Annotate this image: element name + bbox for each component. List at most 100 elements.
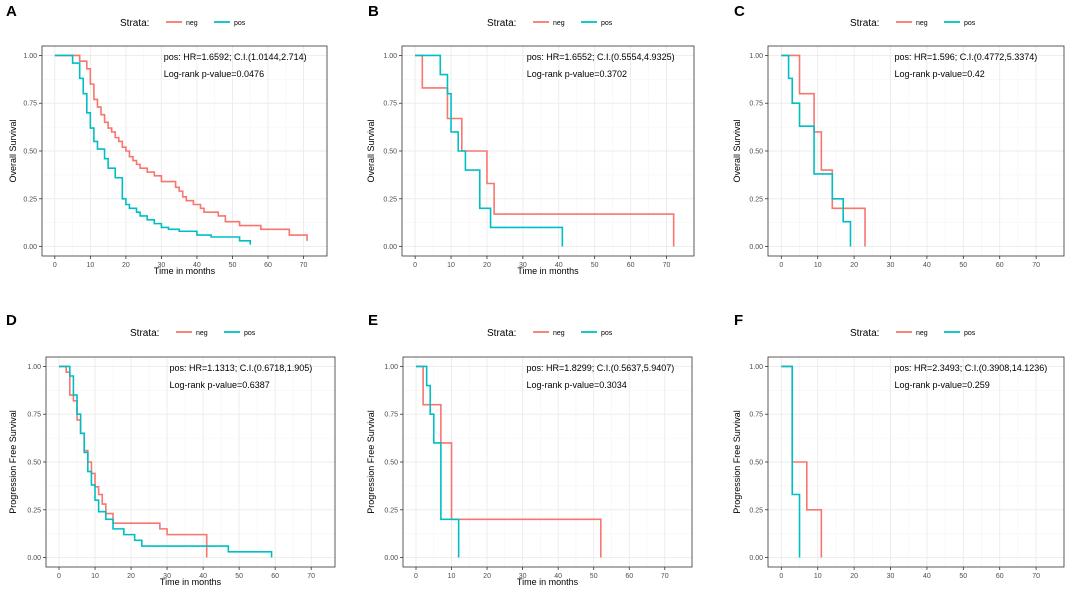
y-axis-label: Progression Free Survival [8, 410, 18, 514]
legend-entry-pos: pos [964, 20, 976, 27]
x-tick-label: 30 [887, 573, 895, 580]
legend-title: Strata: [120, 18, 149, 29]
annotation: Log-rank p-value=0.42 [894, 69, 984, 79]
survival-curve-neg [54, 54, 308, 241]
x-tick-label: 10 [448, 573, 456, 580]
x-tick-label: 20 [850, 262, 858, 269]
y-tick-label: 0.50 [384, 460, 398, 467]
x-tick-label: 20 [122, 262, 130, 269]
y-tick-label: 0.75 [383, 101, 397, 108]
plot-border [41, 45, 328, 257]
legend: Strata: neg pos [850, 18, 976, 29]
x-tick-label: 40 [555, 262, 563, 269]
y-tick-label: 0.50 [749, 460, 763, 467]
panel-letter: B [368, 3, 379, 20]
panel-letter: A [6, 3, 17, 20]
panel-letter: E [368, 312, 378, 329]
annotation: pos: HR=1.6592; C.I.(1.0144,2.714) [164, 52, 307, 62]
y-tick-label: 0.00 [383, 244, 397, 251]
x-tick-label: 0 [414, 573, 418, 580]
annotation: Log-rank p-value=0.6387 [169, 380, 269, 390]
x-tick-label: 10 [814, 573, 822, 580]
legend-title: Strata: [487, 18, 516, 29]
y-tick-label: 0.75 [384, 412, 398, 419]
panel-letter: C [734, 3, 745, 20]
x-tick-label: 30 [158, 262, 166, 269]
plot-border [767, 356, 1065, 568]
x-tick-label: 70 [300, 262, 308, 269]
legend-entry-pos: pos [601, 20, 613, 27]
plot-border [402, 356, 693, 568]
y-tick-label: 1.00 [749, 364, 763, 371]
km-panel-b: B Strata: neg pos 0 10 20 30 40 50 60 70 0.00 0.25 0.5… [366, 3, 695, 276]
y-axis-label: Progression Free Survival [732, 410, 742, 514]
x-axis-label: Time in months [517, 266, 579, 276]
x-tick-label: 10 [86, 262, 94, 269]
legend-entry-pos: pos [234, 20, 246, 27]
annotation: pos: HR=1.1313; C.I.(0.6718,1.905) [169, 363, 312, 373]
y-tick-label: 0.50 [749, 149, 763, 156]
x-axis-label: Time in months [160, 577, 222, 587]
x-tick-label: 40 [923, 573, 931, 580]
legend-entry-pos: pos [244, 330, 256, 337]
plot-border [767, 45, 1065, 257]
x-tick-label: 40 [193, 262, 201, 269]
annotation: pos: HR=1.8299; C.I.(0.5637,5.9407) [526, 363, 674, 373]
survival-curve-pos [59, 365, 273, 558]
y-tick-label: 0.00 [27, 555, 41, 562]
x-tick-label: 60 [996, 573, 1004, 580]
y-axis-label: Progression Free Survival [366, 410, 376, 514]
legend-entry-neg: neg [916, 330, 928, 337]
legend-entry-neg: neg [553, 20, 565, 27]
y-tick-label: 1.00 [384, 364, 398, 371]
x-tick-label: 70 [1032, 262, 1040, 269]
x-tick-label: 60 [996, 262, 1004, 269]
x-tick-label: 70 [1032, 573, 1040, 580]
y-tick-label: 1.00 [749, 53, 763, 60]
x-axis-label: Time in months [154, 266, 216, 276]
x-tick-label: 30 [519, 262, 527, 269]
km-panel-a: A Strata: neg pos 0 10 20 30 40 50 60 70 0.00 0.25 0.5… [6, 3, 328, 276]
x-tick-label: 40 [199, 573, 207, 580]
x-tick-label: 10 [91, 573, 99, 580]
x-tick-label: 50 [959, 573, 967, 580]
y-tick-label: 0.50 [23, 149, 37, 156]
x-tick-label: 50 [229, 262, 237, 269]
y-tick-label: 0.75 [749, 412, 763, 419]
x-tick-label: 20 [127, 573, 135, 580]
x-tick-label: 60 [264, 262, 272, 269]
x-tick-label: 60 [625, 573, 633, 580]
annotation: pos: HR=1.6552; C.I.(0.5554,4.9325) [527, 52, 675, 62]
x-tick-label: 70 [307, 573, 315, 580]
survival-curve-pos [416, 365, 460, 558]
x-tick-label: 0 [57, 573, 61, 580]
legend-title: Strata: [850, 18, 879, 29]
y-tick-label: 0.75 [27, 412, 41, 419]
annotation: Log-rank p-value=0.0476 [164, 69, 264, 79]
km-panel-d: D Strata: neg pos 0 10 20 30 40 50 60 70 0.00 0.25 0.5… [6, 312, 336, 587]
x-tick-label: 50 [590, 573, 598, 580]
legend-entry-pos: pos [601, 330, 613, 337]
y-tick-label: 0.25 [383, 196, 397, 203]
y-tick-label: 0.75 [749, 101, 763, 108]
x-tick-label: 70 [663, 262, 671, 269]
x-tick-label: 10 [814, 262, 822, 269]
legend-entry-neg: neg [196, 330, 208, 337]
plot-border [401, 45, 695, 257]
x-tick-label: 0 [779, 573, 783, 580]
x-tick-label: 60 [271, 573, 279, 580]
y-tick-label: 0.00 [749, 555, 763, 562]
legend: Strata: neg pos [487, 328, 613, 339]
km-panel-f: F Strata: neg pos 0 10 20 30 40 50 60 70 0.00 0.25 0.5… [732, 312, 1065, 580]
y-tick-label: 0.25 [749, 196, 763, 203]
plot-border [45, 356, 336, 568]
y-tick-label: 1.00 [383, 53, 397, 60]
survival-curve-pos [415, 54, 564, 247]
y-tick-label: 1.00 [23, 53, 37, 60]
x-tick-label: 0 [53, 262, 57, 269]
legend: Strata: neg pos [120, 18, 246, 29]
annotation: Log-rank p-value=0.259 [894, 380, 989, 390]
y-tick-label: 0.50 [27, 460, 41, 467]
annotation: pos: HR=1.596; C.I.(0.4772,5.3374) [894, 52, 1037, 62]
x-tick-label: 30 [519, 573, 527, 580]
